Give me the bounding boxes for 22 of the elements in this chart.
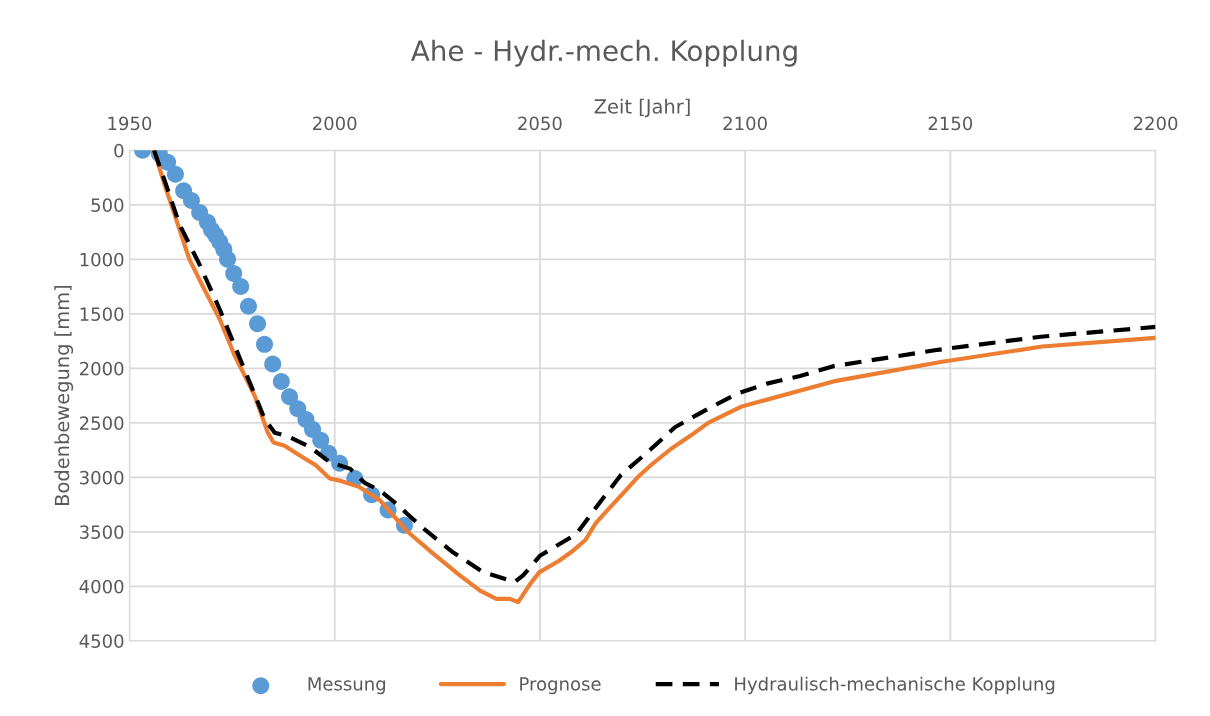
legend-label: Hydraulisch-mechanische Kopplung [735, 676, 1055, 695]
y-tick-label: 4500 [79, 634, 124, 648]
x-tick-label: 2200 [1133, 116, 1178, 131]
legend-label: Messung [308, 677, 386, 695]
x-tick-label: 2000 [313, 116, 357, 131]
y-tick-label: 1000 [80, 252, 124, 267]
x-tick-label: 2100 [723, 116, 767, 131]
legend-label: Prognose [520, 677, 601, 695]
y-tick-label: 2000 [79, 361, 124, 376]
x-tick-label: 1950 [108, 116, 152, 131]
y-tick-label: 500 [91, 198, 124, 212]
y-tick-label: 1500 [80, 307, 124, 321]
y-tick-label: 4000 [79, 579, 124, 594]
y-tick-label: 2500 [79, 416, 124, 430]
y-axis-title: Bodenbewegung [mm] [54, 285, 74, 505]
y-tick-label: 0 [114, 143, 124, 158]
x-axis-title: Zeit [Jahr] [594, 98, 690, 118]
y-tick-label: 3000 [80, 470, 124, 485]
y-tick-label: 3500 [80, 525, 124, 539]
x-tick-label: 2050 [518, 116, 562, 131]
chart-title: Ahe - Hydr.-mech. Kopplung [411, 39, 797, 67]
x-tick-label: 2150 [928, 116, 973, 131]
